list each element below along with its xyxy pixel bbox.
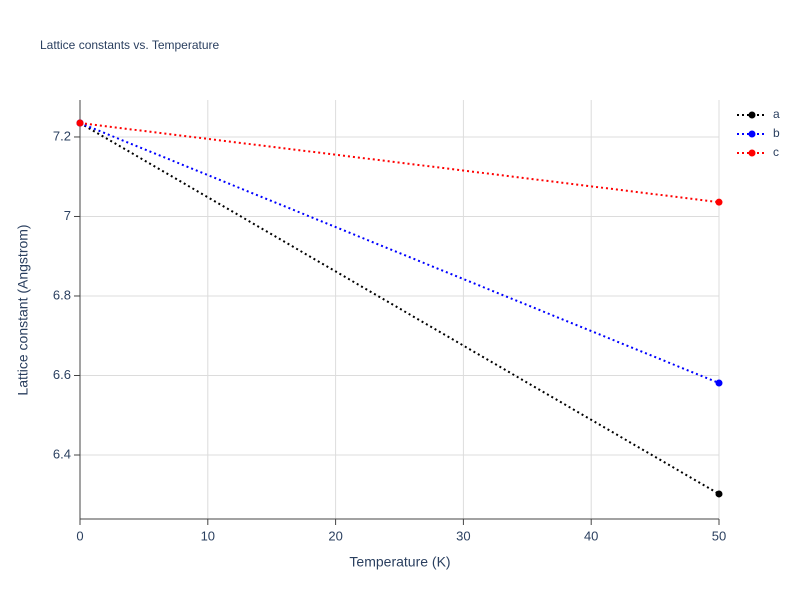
x-tick-label: 50 xyxy=(712,528,726,543)
legend-marker xyxy=(748,130,756,138)
data-point xyxy=(715,379,723,387)
y-tick-label: 7 xyxy=(64,208,71,223)
y-axis-label: Lattice constant (Angstrom) xyxy=(15,224,31,395)
data-point xyxy=(715,198,723,206)
y-tick-label: 6.4 xyxy=(53,446,71,461)
data-point xyxy=(76,119,84,127)
y-tick-label: 6.8 xyxy=(53,287,71,302)
legend-label: a xyxy=(773,107,780,121)
series-line xyxy=(79,122,720,495)
x-tick-label: 40 xyxy=(584,528,598,543)
data-point xyxy=(715,490,723,498)
x-tick-label: 20 xyxy=(328,528,342,543)
legend-label: b xyxy=(773,126,780,140)
chart-title: Lattice constants vs. Temperature xyxy=(40,38,220,52)
legend-marker xyxy=(748,149,756,157)
series-line xyxy=(79,122,720,204)
y-tick-label: 7.2 xyxy=(53,128,71,143)
legend-marker xyxy=(748,111,756,119)
x-tick-label: 30 xyxy=(456,528,470,543)
x-tick-label: 0 xyxy=(76,528,83,543)
legend-label: c xyxy=(773,145,779,159)
y-tick-label: 6.6 xyxy=(53,367,71,382)
x-tick-label: 10 xyxy=(201,528,215,543)
x-axis-label: Temperature (K) xyxy=(349,554,450,570)
